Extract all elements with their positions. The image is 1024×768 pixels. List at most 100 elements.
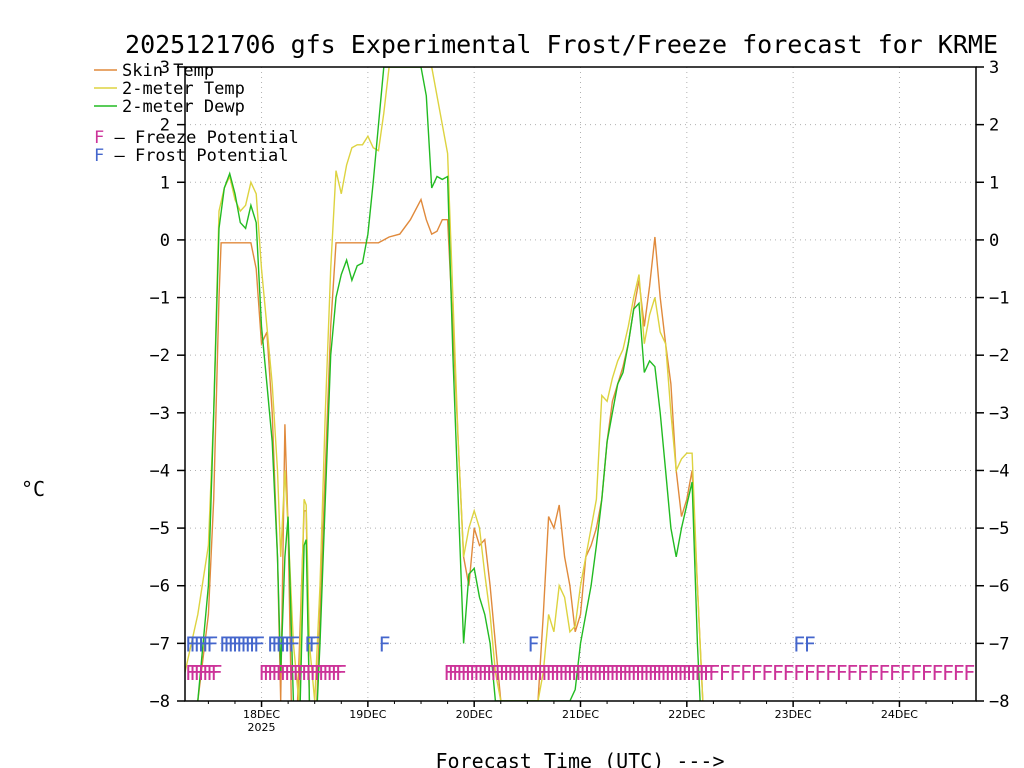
freeze-flag: F [910,661,922,685]
frost-flag: F [228,632,240,656]
freeze-flag: F [618,661,630,685]
y-tick-label-right: −7 [989,634,1009,654]
freeze-flag: F [516,661,528,685]
freeze-flag: F [899,661,911,685]
freeze-flag: F [669,661,681,685]
freeze-flag: F [473,661,485,685]
freeze-flag: F [292,661,304,685]
legend-entry: 2-meter Temp [122,79,245,99]
x-tick-label: 21DEC [562,708,599,721]
freeze-flag: F [524,661,536,685]
y-tick-label-right: −1 [989,289,1009,309]
freeze-flag: F [652,661,664,685]
freeze-flag: F [622,661,634,685]
freeze-flag: F [314,661,326,685]
y-axis-left: 3 2 1 0 −1 −2 −3 −4 −5 −6 −7 −8 [150,58,185,712]
frost-flag: F [206,632,218,656]
legend-entry: 2-meter Dewp [122,97,245,117]
legend-entry: Skin Temp [122,61,214,81]
x-tick-label: 24DEC [881,708,918,721]
freeze-flag: F [305,661,317,685]
freeze-flag: F [699,661,711,685]
freeze-flag: F [613,661,625,685]
freeze-flag: F [452,661,464,685]
y-tick-label: −1 [150,289,170,309]
series-line-2-meter-temp [185,67,704,701]
freeze-flag: F [465,661,477,685]
freeze-flag: F [198,661,210,685]
freeze-flag: F [579,661,591,685]
freeze-flag: F [486,661,498,685]
freeze-flag: F [318,661,330,685]
y-tick-label: −5 [150,519,170,539]
freeze-flag: F [185,661,197,685]
freeze-flag: F [690,661,702,685]
frost-flag: F [185,632,197,656]
freeze-flag: F [211,661,223,685]
y-axis-label: °C [21,477,45,501]
freeze-flag: F [275,661,287,685]
y-tick-label-right: −4 [989,461,1009,481]
frost-flag: F [219,632,231,656]
freeze-flag: F [694,661,706,685]
freeze-flag: F [836,661,848,685]
freeze-flag: F [592,661,604,685]
freeze-flag: F [494,661,506,685]
freeze-flag: F [267,661,279,685]
freeze-flag: F [783,661,795,685]
frost-flag: F [288,632,300,656]
freeze-flag: F [503,661,515,685]
freeze-flag: F [194,661,206,685]
frost-flag: F [378,632,390,656]
freeze-flag: F [309,661,321,685]
freeze-flag: F [814,661,826,685]
frost-flag: F [280,632,292,656]
freeze-flag: F [643,661,655,685]
freeze-flag: F [656,661,668,685]
frost-flag: F [267,632,279,656]
freeze-flag: F [588,661,600,685]
y-tick-label: −6 [150,577,170,597]
frost-flag: F [236,632,248,656]
freeze-flag: F [639,661,651,685]
freeze-flag: F [605,661,617,685]
y-tick-label: −7 [150,634,170,654]
freeze-flag: F [301,661,313,685]
freeze-flag: F [460,661,472,685]
frost-flag: F [245,632,257,656]
freeze-flag: F [857,661,869,685]
frost-flag: F [304,632,316,656]
freeze-flag: F [562,661,574,685]
freeze-flag: F [846,661,858,685]
y-tick-label-right: −2 [989,346,1009,366]
series-layer [185,67,704,701]
y-tick-label-right: −3 [989,404,1009,424]
y-tick-label-right: 0 [989,231,999,251]
series-line-2-meter-dewp [197,67,701,701]
y-tick-label: −2 [150,346,170,366]
legend-entry: F – Frost Potential [94,146,288,166]
y-tick-label: 2 [160,116,170,136]
freeze-flag: F [793,661,805,685]
frost-flag: F [194,632,206,656]
freeze-flag: F [751,661,763,685]
freeze-flag: F [953,661,965,685]
freeze-flag: F [490,661,502,685]
freeze-flag: F [626,661,638,685]
freeze-flag: F [528,661,540,685]
freeze-flag: F [963,661,975,685]
freeze-flag: F [635,661,647,685]
freeze-flag: F [202,661,214,685]
y-tick-label: 3 [160,58,170,78]
freeze-flag: F [719,661,731,685]
frost-flag: F [793,632,805,656]
freeze-flag: F [520,661,532,685]
y-tick-label-right: −8 [989,692,1009,712]
y-tick-label: −4 [150,461,170,481]
freeze-flag: F [740,661,752,685]
frost-flag: F [198,632,210,656]
grid [185,67,976,701]
freeze-flag: F [703,661,715,685]
